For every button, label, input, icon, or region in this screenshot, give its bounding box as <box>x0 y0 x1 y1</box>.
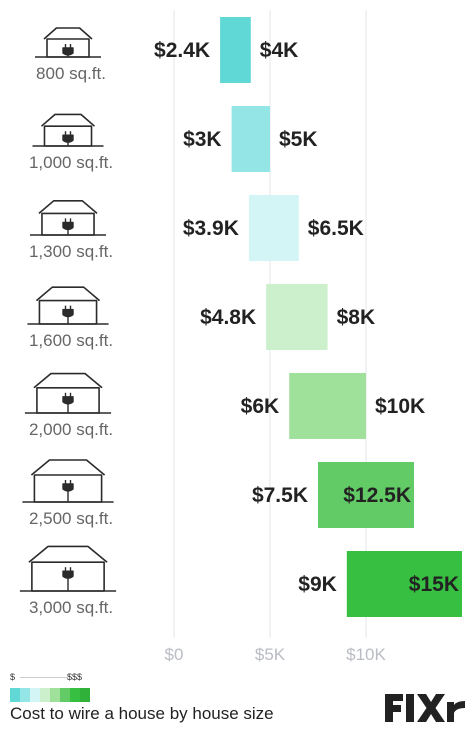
plug-head <box>62 308 74 318</box>
house-size-label: 1,300 sq.ft. <box>29 242 113 261</box>
house-icon <box>19 545 117 592</box>
range-bar <box>248 195 299 261</box>
high-value-label: $4K <box>260 39 299 62</box>
plug-icon <box>62 567 74 591</box>
low-value-label: $6K <box>241 395 280 418</box>
house-size-label: 2,500 sq.ft. <box>29 509 113 528</box>
legend-swatch <box>50 688 60 702</box>
legend-swatch <box>10 688 20 702</box>
plug-icon <box>62 305 74 324</box>
house-icon <box>32 113 104 147</box>
plug-icon <box>62 218 74 235</box>
plug-head <box>62 47 74 56</box>
x-axis-ticks: $0 $5K $10K <box>165 645 387 664</box>
house-roof <box>38 200 98 215</box>
legend-swatches <box>10 688 90 702</box>
high-value-label: $5K <box>279 128 318 151</box>
plug-head <box>62 396 74 405</box>
range-bar <box>289 373 366 439</box>
house-icon <box>29 200 107 236</box>
x-tick-label: $10K <box>346 645 386 664</box>
plug-icon <box>62 392 74 413</box>
low-value-label: $7.5K <box>252 484 308 507</box>
legend-swatch <box>60 688 70 702</box>
cost-range-chart: $2.4K $4K 800 sq.ft. $3K $5K 1,000 sq.ft. $3.9… <box>19 10 462 664</box>
legend-low-label: $ <box>10 672 16 682</box>
house-roof <box>40 113 96 127</box>
x-tick-label: $5K <box>255 645 286 664</box>
range-bar <box>220 17 251 83</box>
plug-icon <box>62 480 74 502</box>
house-icons <box>19 27 117 592</box>
house-size-label: 3,000 sq.ft. <box>29 598 113 617</box>
high-value-label: $8K <box>337 306 376 329</box>
legend-swatch <box>40 688 50 702</box>
legend-high-label: $$$ <box>67 672 83 682</box>
legend-ramp-line <box>20 677 68 678</box>
fixr-logo <box>385 694 465 722</box>
plug-head <box>62 570 74 579</box>
color-legend: $ $$$ <box>10 672 90 704</box>
legend-swatch <box>70 688 80 702</box>
plug-icon <box>62 131 74 146</box>
house-size-label: 1,000 sq.ft. <box>29 153 113 172</box>
legend-swatch <box>30 688 40 702</box>
house-roof <box>28 545 108 563</box>
low-value-label: $4.8K <box>200 306 256 329</box>
house-size-label: 800 sq.ft. <box>36 64 106 83</box>
low-value-label: $3.9K <box>183 217 239 240</box>
house-icon <box>24 372 112 414</box>
house-icon <box>35 27 101 58</box>
plug-head <box>62 134 74 143</box>
legend-swatch <box>80 688 90 702</box>
range-bar <box>318 462 414 528</box>
house-roof <box>33 372 103 389</box>
range-bar <box>266 284 328 350</box>
high-value-label: $12.5K <box>343 484 411 507</box>
chart-title: Cost to wire a house by house size <box>10 704 274 723</box>
house-icon <box>27 286 109 325</box>
house-roof <box>30 459 106 476</box>
range-bars <box>220 17 462 617</box>
high-value-label: $6.5K <box>308 217 364 240</box>
plug-icon <box>62 44 74 57</box>
value-labels: $2.4K $4K 800 sq.ft. $3K $5K 1,000 sq.ft. $3.9… <box>29 39 459 617</box>
low-value-label: $9K <box>298 573 337 596</box>
high-value-label: $15K <box>409 573 459 596</box>
high-value-label: $10K <box>375 395 425 418</box>
x-tick-label: $0 <box>165 645 184 664</box>
house-icon <box>22 459 114 503</box>
plug-head <box>62 221 74 231</box>
legend-swatch <box>20 688 30 702</box>
house-roof <box>43 27 93 40</box>
low-value-label: $3K <box>183 128 222 151</box>
house-roof <box>35 286 101 302</box>
low-value-label: $2.4K <box>154 39 210 62</box>
house-size-label: 2,000 sq.ft. <box>29 420 113 439</box>
house-size-label: 1,600 sq.ft. <box>29 331 113 350</box>
plug-head <box>62 483 74 492</box>
range-bar <box>346 551 462 617</box>
range-bar <box>231 106 270 172</box>
